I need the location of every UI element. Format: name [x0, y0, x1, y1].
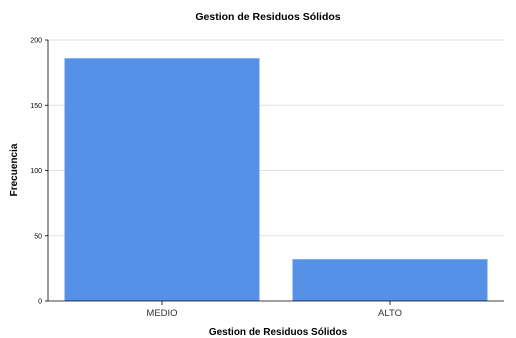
y-tick-label: 150	[30, 103, 42, 110]
x-tick-label: ALTO	[378, 308, 402, 319]
x-tick-label: MEDIO	[146, 308, 177, 319]
y-tick-label: 100	[30, 168, 42, 175]
bar-medio	[64, 58, 260, 301]
y-tick-label: 200	[30, 38, 42, 45]
chart-title: Gestion de Residuos Sólidos	[195, 11, 340, 23]
bars	[64, 58, 488, 301]
y-axis-title: Frecuencia	[9, 143, 20, 196]
x-tick-labels: MEDIO ALTO	[146, 301, 402, 319]
y-tick-label: 50	[34, 233, 42, 240]
bar-alto	[292, 259, 488, 301]
x-axis-title: Gestion de Residuos Sólidos	[209, 327, 348, 338]
y-tick-labels: 0 50 100 150 200	[30, 38, 42, 306]
y-tick-label: 0	[38, 299, 42, 306]
